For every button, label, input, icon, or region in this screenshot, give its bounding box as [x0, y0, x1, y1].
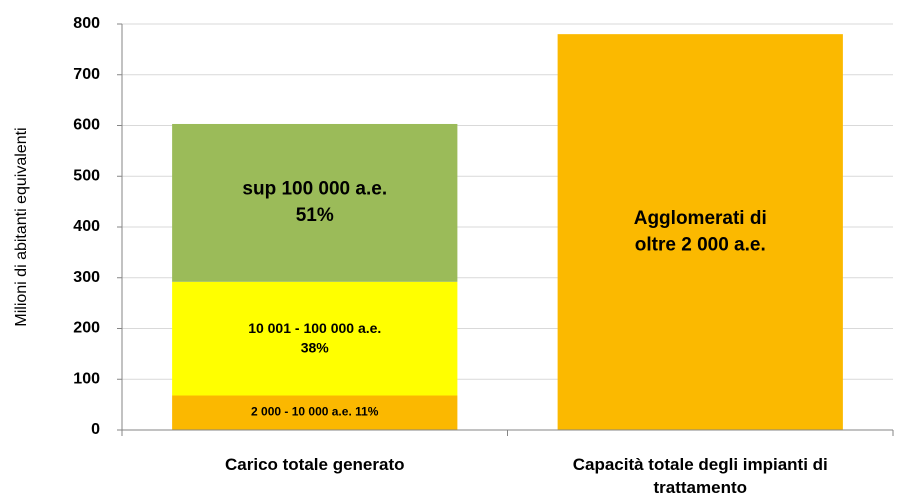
x-tick-label-line: trattamento — [653, 478, 747, 497]
segment-label-line: 51% — [296, 205, 334, 226]
segment-label: Agglomerati di oltre 2 000 a.e. — [634, 208, 767, 256]
segment-label-line: Agglomerati di — [634, 208, 767, 229]
segment-label-line: sup 100 000 a.e. — [242, 179, 387, 200]
segment-label-line: oltre 2 000 a.e. — [635, 234, 766, 255]
y-tick-label: 600 — [73, 117, 100, 134]
x-tick-label: Capacità totale degli impianti di trattam… — [573, 455, 828, 497]
segment-label-line: 10 001 - 100 000 a.e. — [248, 320, 381, 336]
y-tick-label: 0 — [91, 421, 100, 438]
x-tick-label-line: Capacità totale degli impianti di — [573, 455, 828, 474]
y-tick-label: 400 — [73, 218, 100, 235]
bar-segment — [557, 34, 843, 431]
segment-label: sup 100 000 a.e. 51% — [242, 179, 387, 227]
bar-segment — [172, 123, 458, 282]
y-tick-label: 100 — [73, 370, 100, 387]
segment-label: 10 001 - 100 000 a.e. 38% — [248, 320, 381, 356]
segment-label-line: 38% — [301, 339, 330, 355]
y-tick-label: 700 — [73, 66, 100, 83]
y-tick-label: 500 — [73, 167, 100, 184]
segment-label-line: 2 000 - 10 000 a.e. 11% — [251, 405, 379, 419]
bar-segment — [172, 395, 458, 430]
y-tick-label: 300 — [73, 269, 100, 286]
y-axis-label: Milioni di abitanti equivalenti — [13, 127, 30, 326]
bar-segment — [172, 281, 458, 396]
y-tick-label: 800 — [73, 15, 100, 32]
x-tick-label-line: Carico totale generato — [225, 455, 405, 474]
x-tick-label: Carico totale generato — [225, 455, 405, 474]
y-tick-label: 200 — [73, 320, 100, 337]
segment-label: 2 000 - 10 000 a.e. 11% — [251, 405, 379, 419]
